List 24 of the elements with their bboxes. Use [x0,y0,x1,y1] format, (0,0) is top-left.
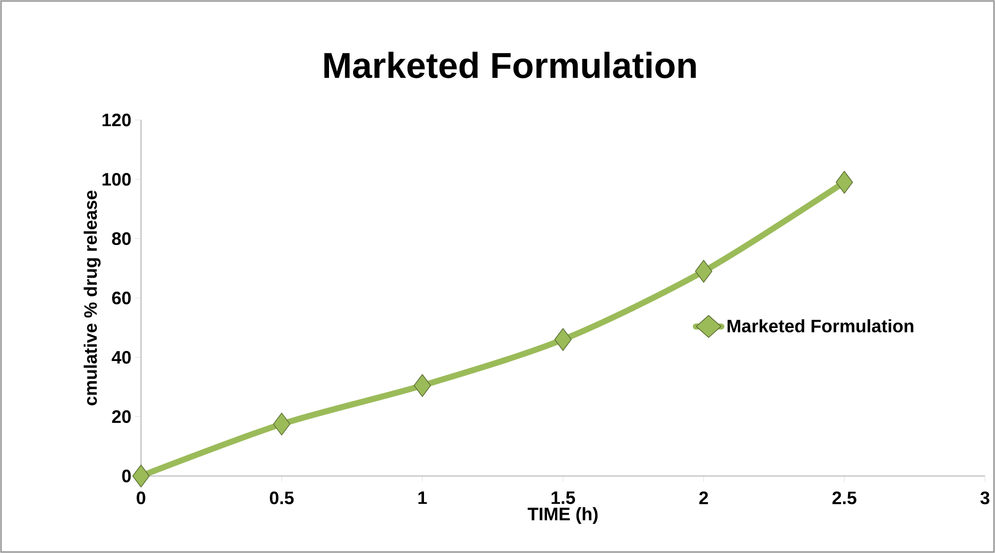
point [695,260,712,283]
x-tick-label: 1 [418,492,427,504]
x-tick-label: 0 [136,492,146,504]
y-tick-label: 120 [102,114,131,126]
y-axis-title: cmulative % drug release [84,190,101,406]
x-tick-label: 2.5 [832,492,856,504]
y-tick-label: 60 [112,292,131,304]
y-tick-label: 20 [112,410,131,424]
y-tick-label: 80 [112,232,131,246]
point [836,170,853,194]
chart-title: Marketed Formulation [324,52,696,78]
y-tick-label: 40 [112,350,131,364]
x-tick-label: 2 [699,492,708,504]
x-tick-label: 1.5 [552,492,576,504]
point [554,328,572,351]
legend-label: Marketed Formulation [728,319,914,332]
y-tick-label: 0 [122,470,131,482]
point [132,464,150,488]
y-tick-label: 100 [102,172,131,186]
x-axis-title: TIME (h) [528,507,598,524]
point [273,412,290,436]
x-tick-label: 0.5 [270,492,294,504]
point [414,374,431,397]
x-tick-label: 3 [980,492,990,504]
